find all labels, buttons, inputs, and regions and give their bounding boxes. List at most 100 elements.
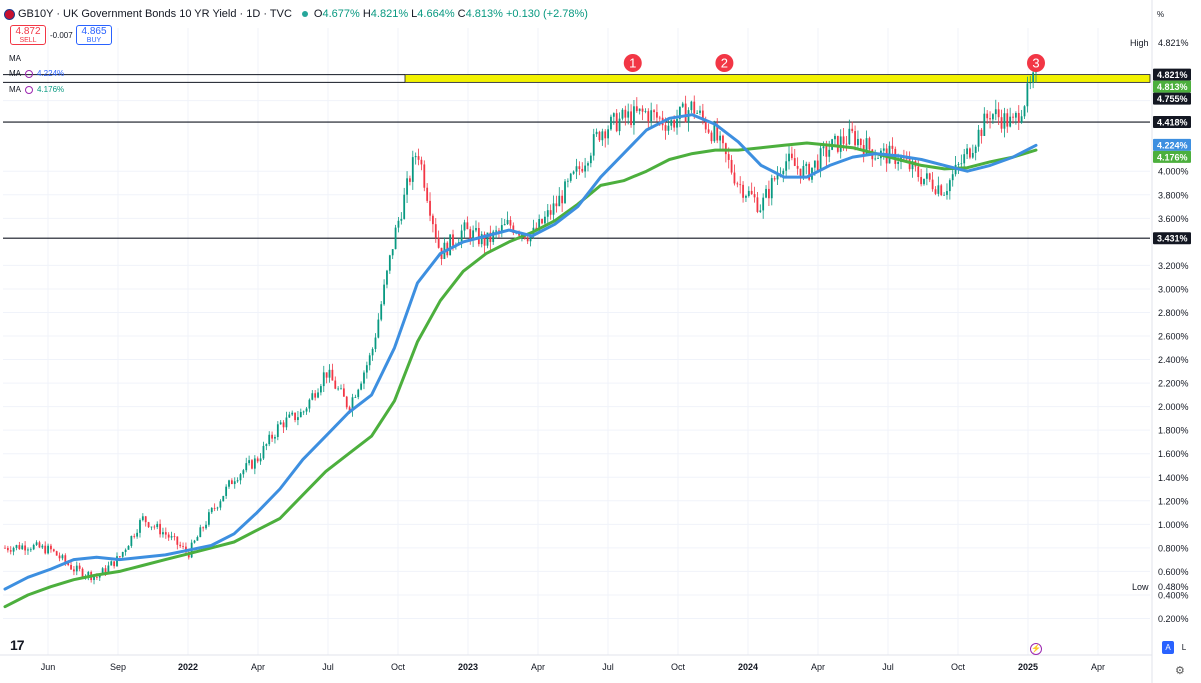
candle-body (678, 106, 681, 119)
candle-body (747, 190, 750, 196)
settings-icon[interactable] (25, 69, 33, 78)
symbol-title[interactable]: GB10Y · UK Government Bonds 10 YR Yield … (18, 8, 292, 20)
candle-body (124, 549, 127, 553)
candle-body (27, 549, 29, 551)
auto-scale-button[interactable]: A (1162, 641, 1174, 654)
candle-body (549, 210, 552, 215)
candle-body (788, 153, 790, 162)
candle-body (429, 200, 431, 216)
candle-body (667, 125, 670, 131)
candle-body (139, 520, 141, 533)
candle-body (509, 219, 512, 226)
candle-body (95, 576, 98, 578)
price-tag (1153, 80, 1191, 93)
ma-slow-line (3, 141, 1038, 609)
candle-body (47, 545, 49, 554)
candle-body (337, 388, 340, 390)
candle-body (1000, 117, 1003, 129)
candle-body (905, 158, 908, 160)
candle-body (584, 165, 587, 172)
candle-body (245, 463, 248, 471)
candle-body (314, 393, 317, 398)
candle-body (630, 111, 632, 126)
candle-body (110, 561, 113, 566)
indicator-ma-3[interactable]: MA 4.176% (9, 85, 65, 94)
candle-body (182, 546, 184, 547)
candle-body (317, 392, 319, 398)
candle-body (917, 166, 920, 178)
time-tick-label: Oct (391, 662, 406, 672)
candle-body (24, 545, 27, 551)
settings-icon[interactable] (25, 85, 33, 94)
candle-body (538, 219, 541, 231)
indicator-ma-1[interactable]: MA (9, 54, 21, 63)
candle-body (406, 178, 408, 195)
candle-body (615, 113, 618, 132)
candle-body (164, 532, 167, 535)
log-scale-button[interactable]: L (1181, 643, 1187, 652)
candle-body (925, 173, 928, 179)
lightning-icon[interactable]: ⚡ (1030, 643, 1042, 655)
candle-body (259, 458, 262, 462)
candle-body (816, 160, 819, 171)
candle-body (334, 380, 337, 389)
candle-body (621, 109, 624, 119)
candle-body (842, 136, 845, 144)
candle-body (960, 163, 963, 165)
candle-body (70, 564, 72, 570)
candle-body (963, 154, 966, 164)
candle-body (297, 417, 299, 421)
candle-body (992, 114, 994, 120)
candle-body (38, 542, 41, 548)
candle-body (604, 131, 607, 139)
price-tick-label: 1.200% (1158, 496, 1189, 506)
candle-body (592, 134, 595, 156)
time-tick-label: 2023 (458, 662, 478, 672)
candle-body (1026, 83, 1029, 107)
candle-body (130, 535, 133, 546)
candle-body (989, 118, 991, 120)
chart-settings-icon[interactable]: ⚙ (1175, 665, 1185, 677)
candle-body (983, 113, 986, 136)
candle-body (745, 195, 747, 198)
candle-body (498, 230, 500, 232)
candle-body (291, 412, 294, 415)
candle-body (644, 111, 647, 112)
candle-body (923, 178, 925, 185)
candle-body (78, 565, 81, 569)
time-tick-label: Jul (882, 662, 894, 672)
sell-button[interactable]: 4.872 SELL (10, 25, 46, 45)
candle-body (865, 138, 868, 155)
candle-body (951, 174, 954, 181)
candle-body (179, 544, 182, 547)
tradingview-logo[interactable]: 17 (10, 637, 25, 653)
candle-body (526, 238, 529, 242)
price-tag (1153, 150, 1191, 163)
indicator-ma-2[interactable]: MA 4.224% (9, 69, 65, 78)
candle-body (796, 165, 799, 169)
candle-body (742, 184, 744, 198)
candle-body (41, 545, 44, 548)
candle-body (564, 181, 566, 204)
candle-body (566, 180, 569, 182)
buy-button[interactable]: 4.865 BUY (76, 25, 112, 45)
high-value: 4.821% (1158, 38, 1189, 48)
candle-body (658, 117, 661, 119)
candle-body (21, 545, 24, 550)
candle-body (974, 146, 977, 153)
candle-body (391, 249, 394, 256)
candle-body (994, 109, 997, 115)
candle-body (891, 145, 894, 149)
candle-body (940, 185, 943, 196)
low-label: Low (1132, 582, 1149, 592)
candle-body (911, 161, 914, 170)
candle-body (101, 568, 104, 575)
candle-body (434, 224, 437, 238)
horizontal-lines (3, 121, 1150, 239)
candle-body (595, 131, 598, 135)
candle-body (437, 237, 440, 248)
candle-body (365, 365, 368, 373)
price-tag-label: 4.755% (1157, 94, 1188, 104)
candle-body (52, 549, 55, 552)
